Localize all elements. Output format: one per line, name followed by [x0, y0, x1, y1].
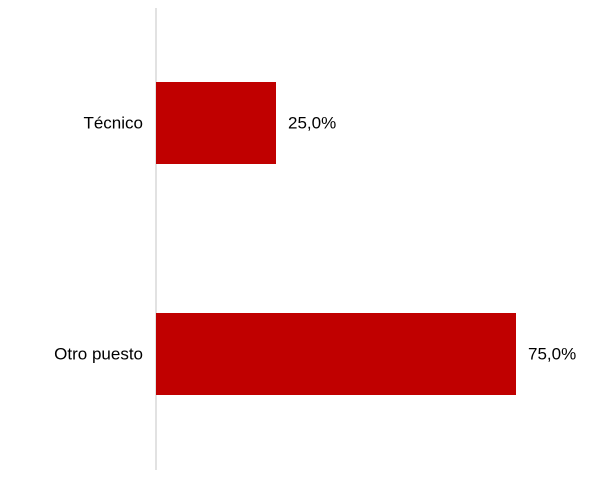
- category-label-0: Técnico: [83, 114, 143, 133]
- bar-1: [156, 313, 516, 395]
- category-label-1: Otro puesto: [54, 345, 143, 364]
- bars-group: Técnico 25,0% Otro puesto 75,0%: [54, 82, 576, 395]
- value-label-0: 25,0%: [288, 114, 336, 133]
- bar-0: [156, 82, 276, 164]
- value-label-1: 75,0%: [528, 345, 576, 364]
